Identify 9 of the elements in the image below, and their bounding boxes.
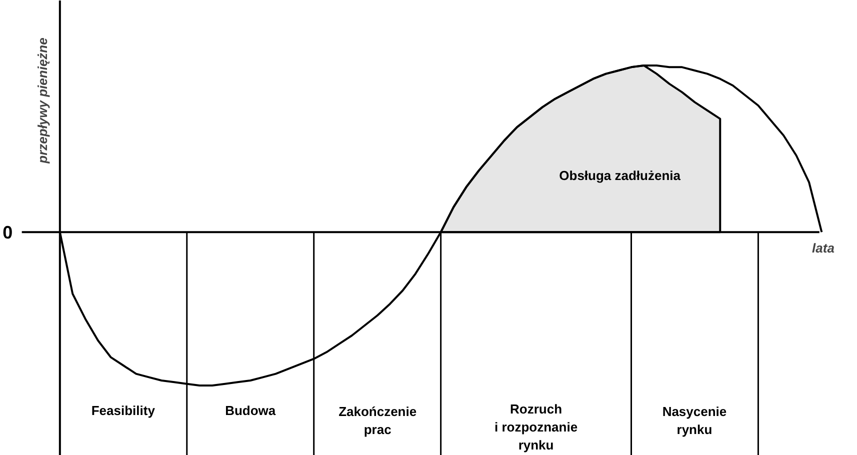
- y-axis-title: przepływy pieniężne: [34, 38, 50, 164]
- annotation: Obsługa zadłużenia: [559, 168, 682, 183]
- text: 0: [2, 222, 13, 243]
- text: Budowa: [225, 403, 276, 418]
- x-axis-title: lata: [812, 240, 834, 256]
- text: Feasibility: [91, 403, 156, 418]
- text: Zakończenie prac: [338, 404, 417, 437]
- text: Nasycenie rynku: [662, 404, 727, 437]
- text: Rozruch i rozpoznanie rynku: [494, 402, 578, 453]
